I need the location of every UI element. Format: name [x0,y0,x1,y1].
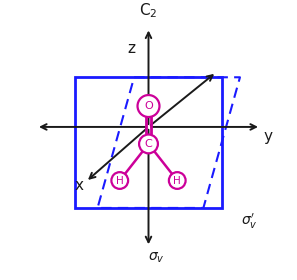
Text: C: C [145,139,152,149]
Circle shape [111,172,128,189]
Text: $\sigma_v'$: $\sigma_v'$ [241,211,258,231]
Text: $\sigma_v$: $\sigma_v$ [148,251,165,265]
Text: C$_2$: C$_2$ [139,1,158,20]
Text: H: H [173,176,181,186]
Text: y: y [263,129,272,144]
Text: z: z [127,41,135,56]
Circle shape [139,134,158,153]
Circle shape [138,95,159,117]
Text: H: H [116,176,124,186]
Text: x: x [75,178,84,193]
Bar [75,77,222,208]
Text: O: O [144,101,153,111]
Circle shape [169,172,186,189]
